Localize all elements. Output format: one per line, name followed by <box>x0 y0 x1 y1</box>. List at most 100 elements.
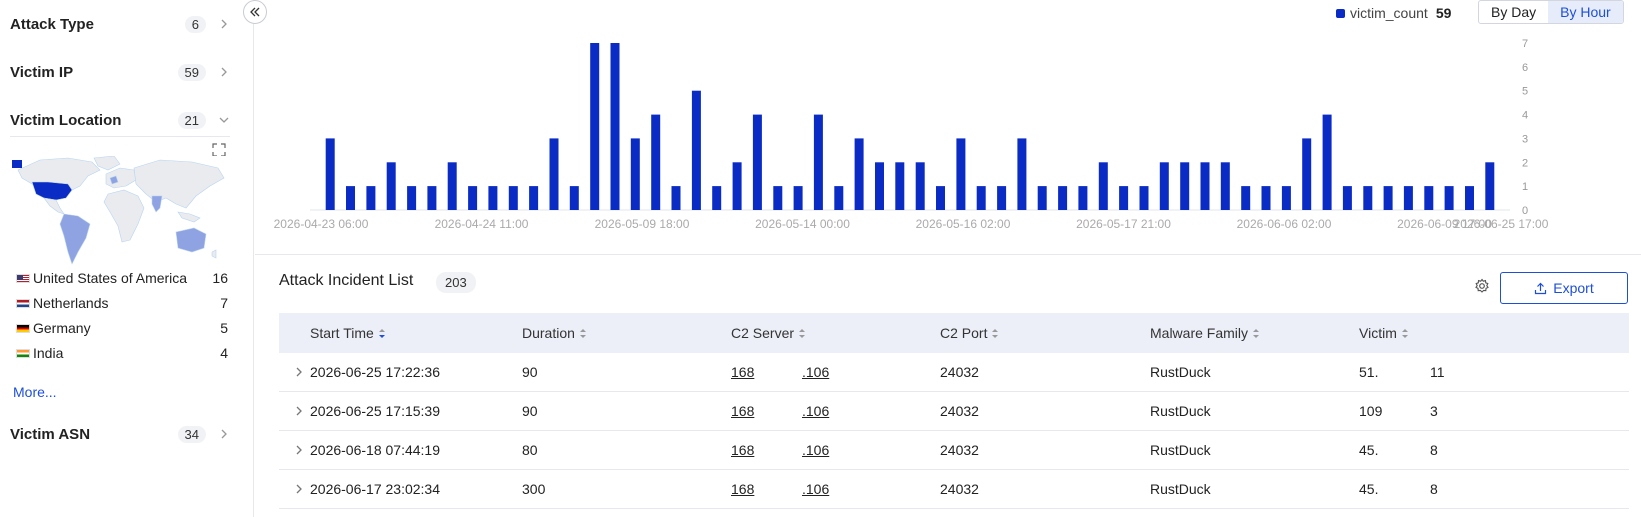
chart-bar[interactable] <box>1119 186 1129 210</box>
cell-c2-server-link[interactable]: 168 <box>731 442 755 458</box>
chart-bar[interactable] <box>407 186 417 210</box>
chart-bar[interactable] <box>651 114 661 210</box>
chart-legend[interactable]: victim_count 59 <box>1336 5 1451 21</box>
chart-bar[interactable] <box>1098 162 1108 210</box>
chart-bar[interactable] <box>1200 162 1210 210</box>
chart-bar[interactable] <box>488 186 498 210</box>
chart-bar[interactable] <box>854 138 864 210</box>
cell-c2-server-link[interactable]: 168 <box>731 481 755 497</box>
chart-bar[interactable] <box>1444 186 1454 210</box>
chart-bar[interactable] <box>1037 186 1047 210</box>
chart-bar[interactable] <box>834 186 844 210</box>
collapse-sidebar-button[interactable] <box>243 0 267 24</box>
expand-row-icon[interactable] <box>293 483 305 495</box>
expand-row-icon[interactable] <box>293 405 305 417</box>
facet-victim-location[interactable]: Victim Location 21 <box>10 108 230 132</box>
more-locations-link[interactable]: More... <box>13 384 57 400</box>
chart-bar[interactable] <box>1139 186 1149 210</box>
chart-bar[interactable] <box>1058 186 1068 210</box>
chart-bar[interactable] <box>427 186 437 210</box>
chart-bar[interactable] <box>1017 138 1027 210</box>
chart-bar[interactable] <box>956 138 966 210</box>
chart-bar[interactable] <box>1403 186 1413 210</box>
chart-bar[interactable] <box>997 186 1007 210</box>
chart-bar[interactable] <box>1159 162 1169 210</box>
location-row-germany[interactable]: Germany 5 <box>16 318 228 338</box>
chart-bar[interactable] <box>386 162 396 210</box>
chart-bar[interactable] <box>1465 186 1474 210</box>
column-c2-port[interactable]: C2 Port <box>940 325 999 341</box>
chart-bar[interactable] <box>875 162 884 210</box>
chart-bar[interactable] <box>1383 186 1393 210</box>
map-usa[interactable] <box>31 181 73 201</box>
chart-bar[interactable] <box>712 186 722 210</box>
chart-bar[interactable] <box>1363 186 1373 210</box>
chart-bar[interactable] <box>346 186 355 210</box>
chart-bar[interactable] <box>590 43 600 210</box>
x-tick-label: 2026-04-23 06:00 <box>274 217 369 231</box>
cell-c2-server-link-suffix[interactable]: .106 <box>802 403 830 419</box>
chart-bar[interactable] <box>976 186 986 210</box>
by-day-button[interactable]: By Day <box>1491 4 1537 20</box>
cell-c2-server-link[interactable]: 168 <box>731 364 755 380</box>
table-row[interactable]: 2026-06-17 23:02:34 300 168 .106 24032 RustDu… <box>279 470 1629 509</box>
chart-bar[interactable] <box>569 186 579 210</box>
table-row[interactable]: 2026-06-18 07:44:19 80 168 .106 24032 RustDuc… <box>279 431 1629 470</box>
cell-c2-server-link-suffix[interactable]: .106 <box>802 442 830 458</box>
fullscreen-icon[interactable] <box>212 143 226 157</box>
cell-c2-server-link-suffix[interactable]: .106 <box>802 481 830 497</box>
chart-bar[interactable] <box>529 186 539 210</box>
chart-bar[interactable] <box>366 186 376 210</box>
chart-bar[interactable] <box>1342 186 1352 210</box>
chart-bar[interactable] <box>936 186 945 210</box>
expand-row-icon[interactable] <box>293 366 305 378</box>
by-hour-button[interactable]: By Hour <box>1548 1 1623 23</box>
chart-bar[interactable] <box>549 138 559 210</box>
cell-c2-server-link[interactable]: 168 <box>731 403 755 419</box>
facet-divider <box>10 136 230 137</box>
chart-bar[interactable] <box>691 90 701 210</box>
chart-bar[interactable] <box>1078 186 1088 210</box>
chart-bar[interactable] <box>915 162 925 210</box>
location-row-usa[interactable]: United States of America 16 <box>16 268 228 288</box>
victim-location-map[interactable] <box>10 156 228 270</box>
chart-bar[interactable] <box>1180 162 1190 210</box>
column-duration[interactable]: Duration <box>522 325 587 341</box>
facet-attack-type[interactable]: Attack Type 6 <box>10 12 230 36</box>
chart-bar[interactable] <box>813 114 823 210</box>
chart-bar[interactable] <box>895 162 905 210</box>
column-start-time[interactable]: Start Time <box>310 325 386 341</box>
location-row-india[interactable]: India 4 <box>16 343 228 363</box>
chart-bar[interactable] <box>1302 138 1312 210</box>
chart-bar[interactable] <box>508 186 518 210</box>
export-button[interactable]: Export <box>1500 272 1628 304</box>
chart-bar[interactable] <box>468 186 478 210</box>
column-malware-family[interactable]: Malware Family <box>1150 325 1260 341</box>
column-victim[interactable]: Victim <box>1359 325 1409 341</box>
facet-victim-ip[interactable]: Victim IP 59 <box>10 60 230 84</box>
settings-gear-icon[interactable] <box>1474 278 1490 294</box>
chart-bar[interactable] <box>1424 186 1434 210</box>
chart-bar[interactable] <box>1281 186 1291 210</box>
chart-bar[interactable] <box>1220 162 1230 210</box>
table-row[interactable]: 2026-06-25 17:22:36 90 168 .106 24032 RustDuc… <box>279 353 1629 392</box>
facet-victim-asn[interactable]: Victim ASN 34 <box>10 422 230 446</box>
chart-bar[interactable] <box>630 138 640 210</box>
table-row[interactable]: 2026-06-25 17:15:39 90 168 .106 24032 RustDuc… <box>279 392 1629 431</box>
chart-bar[interactable] <box>1261 186 1271 210</box>
location-row-netherlands[interactable]: Netherlands 7 <box>16 293 228 313</box>
chart-bar[interactable] <box>1241 186 1251 210</box>
chart-bar[interactable] <box>752 114 762 210</box>
chart-bar[interactable] <box>447 162 457 210</box>
chart-bar[interactable] <box>325 138 335 210</box>
expand-row-icon[interactable] <box>293 444 305 456</box>
chart-bar[interactable] <box>793 186 803 210</box>
chart-bar[interactable] <box>732 162 742 210</box>
chart-bar[interactable] <box>1485 162 1495 210</box>
chart-bar[interactable] <box>1322 114 1332 210</box>
column-c2-server[interactable]: C2 Server <box>731 325 806 341</box>
chart-bar[interactable] <box>773 186 783 210</box>
chart-bar[interactable] <box>671 186 681 210</box>
cell-c2-server-link-suffix[interactable]: .106 <box>802 364 830 380</box>
chart-bar[interactable] <box>610 43 620 210</box>
